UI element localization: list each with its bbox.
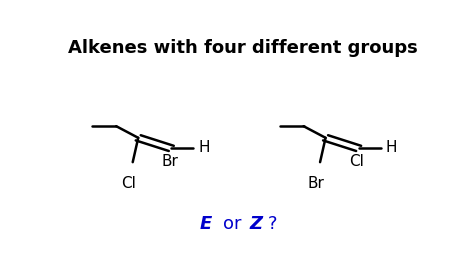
Text: Alkenes with four different groups: Alkenes with four different groups bbox=[68, 39, 418, 57]
Text: or: or bbox=[223, 214, 241, 233]
Text: ?: ? bbox=[268, 214, 277, 233]
Text: Cl: Cl bbox=[121, 176, 136, 191]
Text: H: H bbox=[385, 140, 397, 155]
Text: Z: Z bbox=[249, 214, 262, 233]
Text: Br: Br bbox=[307, 176, 324, 191]
Text: Br: Br bbox=[161, 153, 178, 169]
Text: E: E bbox=[200, 214, 212, 233]
Text: H: H bbox=[198, 140, 210, 155]
Text: Cl: Cl bbox=[349, 153, 364, 169]
